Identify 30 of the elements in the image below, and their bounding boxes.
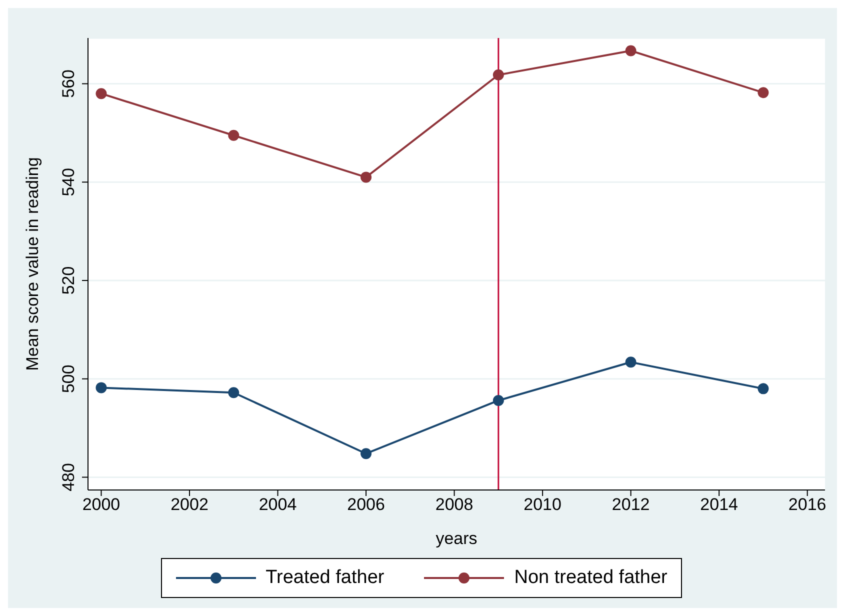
- point: [492, 69, 504, 80]
- x-tick-label: 2008: [435, 495, 474, 514]
- point: [360, 172, 372, 183]
- legend-label: Non treated father: [514, 567, 668, 589]
- x-tick-label: 2002: [170, 495, 208, 514]
- point: [96, 88, 107, 100]
- y-tick-label: 540: [59, 168, 78, 196]
- point: [360, 448, 372, 460]
- x-tick-label: 2016: [788, 495, 826, 514]
- y-tick-label: 520: [59, 266, 78, 295]
- x-tick-label: 2010: [524, 495, 562, 514]
- point: [228, 130, 240, 141]
- x-tick-label: 2006: [347, 495, 385, 514]
- point: [758, 383, 769, 394]
- y-tick-label: 480: [59, 463, 78, 492]
- x-tick-label: 2014: [700, 495, 738, 514]
- x-tick-label: 2004: [258, 495, 297, 514]
- point: [625, 356, 636, 368]
- x-tick-label: 2000: [82, 495, 120, 514]
- point: [228, 387, 240, 398]
- point: [758, 87, 769, 98]
- y-axis-title: Mean score value in reading: [23, 157, 42, 371]
- x-axis-title: years: [436, 529, 478, 548]
- y-tick-label: 500: [59, 364, 78, 394]
- point: [492, 394, 504, 406]
- legend-label: Treated father: [266, 567, 384, 589]
- x-tick-label: 2012: [612, 495, 650, 514]
- point: [625, 45, 636, 56]
- y-tick-label: 560: [59, 70, 78, 98]
- point: [96, 382, 107, 394]
